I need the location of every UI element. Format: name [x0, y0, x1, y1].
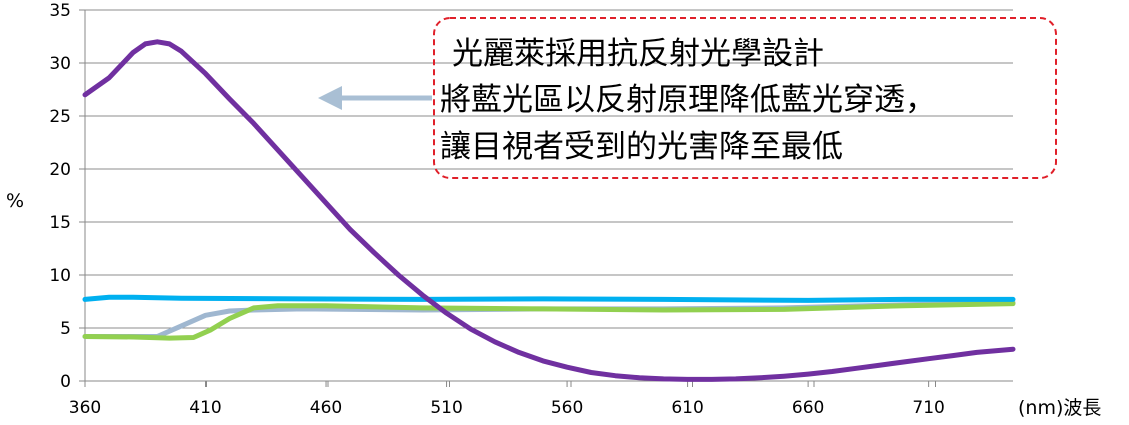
series-line-1: [85, 297, 1013, 300]
callout-line-2: 將藍光區以反射原理降低藍光穿透，: [440, 82, 936, 118]
x-tick-label-3: 510: [430, 398, 462, 418]
x-axis-label: (nm)波長: [1018, 397, 1101, 419]
y-tick-label-6: 30: [49, 54, 71, 74]
y-tick-label-7: 35: [49, 1, 71, 21]
x-tick-label-6: 660: [792, 398, 824, 418]
y-axis-label: %: [6, 190, 24, 212]
y-tick-label-3: 15: [49, 213, 71, 233]
x-tick-label-0: 360: [69, 398, 101, 418]
callout-line-1: 光麗萊採用抗反射光學設計: [452, 36, 824, 72]
y-tick-label-1: 5: [60, 319, 71, 339]
y-tick-label-4: 20: [49, 160, 71, 180]
x-tick-label-1: 410: [189, 398, 221, 418]
x-tick-labels: 360 410 460 510 560 610 660 710: [69, 381, 945, 418]
callout-line-3: 讓目視者受到的光害降至最低: [440, 129, 843, 165]
y-tick-labels: 0 5 10 15 20 25 30 35: [49, 1, 85, 392]
x-tick-label-5: 610: [671, 398, 703, 418]
x-tick-label-4: 560: [551, 398, 583, 418]
x-tick-label-2: 460: [310, 398, 342, 418]
annotation-callout: 光麗萊採用抗反射光學設計 將藍光區以反射原理降低藍光穿透， 讓目視者受到的光害降…: [318, 18, 1056, 178]
x-tick-label-7: 710: [912, 398, 944, 418]
series-line-3: [85, 304, 1013, 339]
y-tick-label-5: 25: [49, 107, 71, 127]
callout-arrow-head: [318, 86, 342, 110]
y-tick-label-0: 0: [60, 372, 71, 392]
y-tick-label-2: 10: [49, 266, 71, 286]
